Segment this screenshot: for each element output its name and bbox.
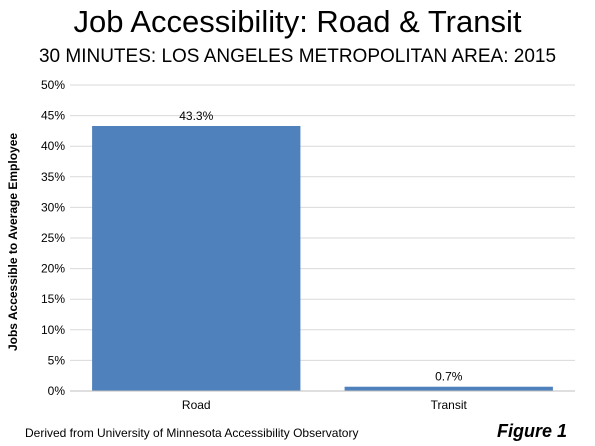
data-label: 0.7%: [435, 370, 463, 384]
bar-road: [92, 126, 301, 391]
bar-transit: [344, 386, 553, 391]
data-label: 43.3%: [179, 109, 213, 123]
category-label: Transit: [431, 398, 468, 412]
y-tick-label: 45%: [41, 109, 65, 123]
source-note: Derived from University of Minnesota Acc…: [25, 426, 359, 440]
category-labels: Road Transit: [182, 398, 468, 412]
y-tick-label: 40%: [41, 139, 65, 153]
chart-title: Job Accessibility: Road & Transit: [73, 4, 522, 39]
y-tick-label: 5%: [48, 353, 66, 367]
y-tick-label: 10%: [41, 323, 65, 337]
y-tick-label: 15%: [41, 292, 65, 306]
y-tick-label: 0%: [48, 384, 66, 398]
bars: [92, 126, 553, 391]
y-tick-label: 25%: [41, 231, 65, 245]
y-tick-labels: 0% 5% 10% 15% 20% 25% 30% 35% 40% 45% 50%: [41, 78, 65, 398]
y-tick-label: 50%: [41, 78, 65, 92]
chart-subtitle: 30 MINUTES: LOS ANGELES METROPOLITAN ARE…: [38, 46, 557, 67]
data-labels: 43.3% 0.7%: [179, 109, 463, 384]
figure-label: Figure 1: [496, 421, 567, 441]
category-label: Road: [182, 398, 211, 412]
y-tick-label: 35%: [41, 170, 65, 184]
y-tick-label: 30%: [41, 200, 65, 214]
y-tick-label: 20%: [41, 262, 65, 276]
